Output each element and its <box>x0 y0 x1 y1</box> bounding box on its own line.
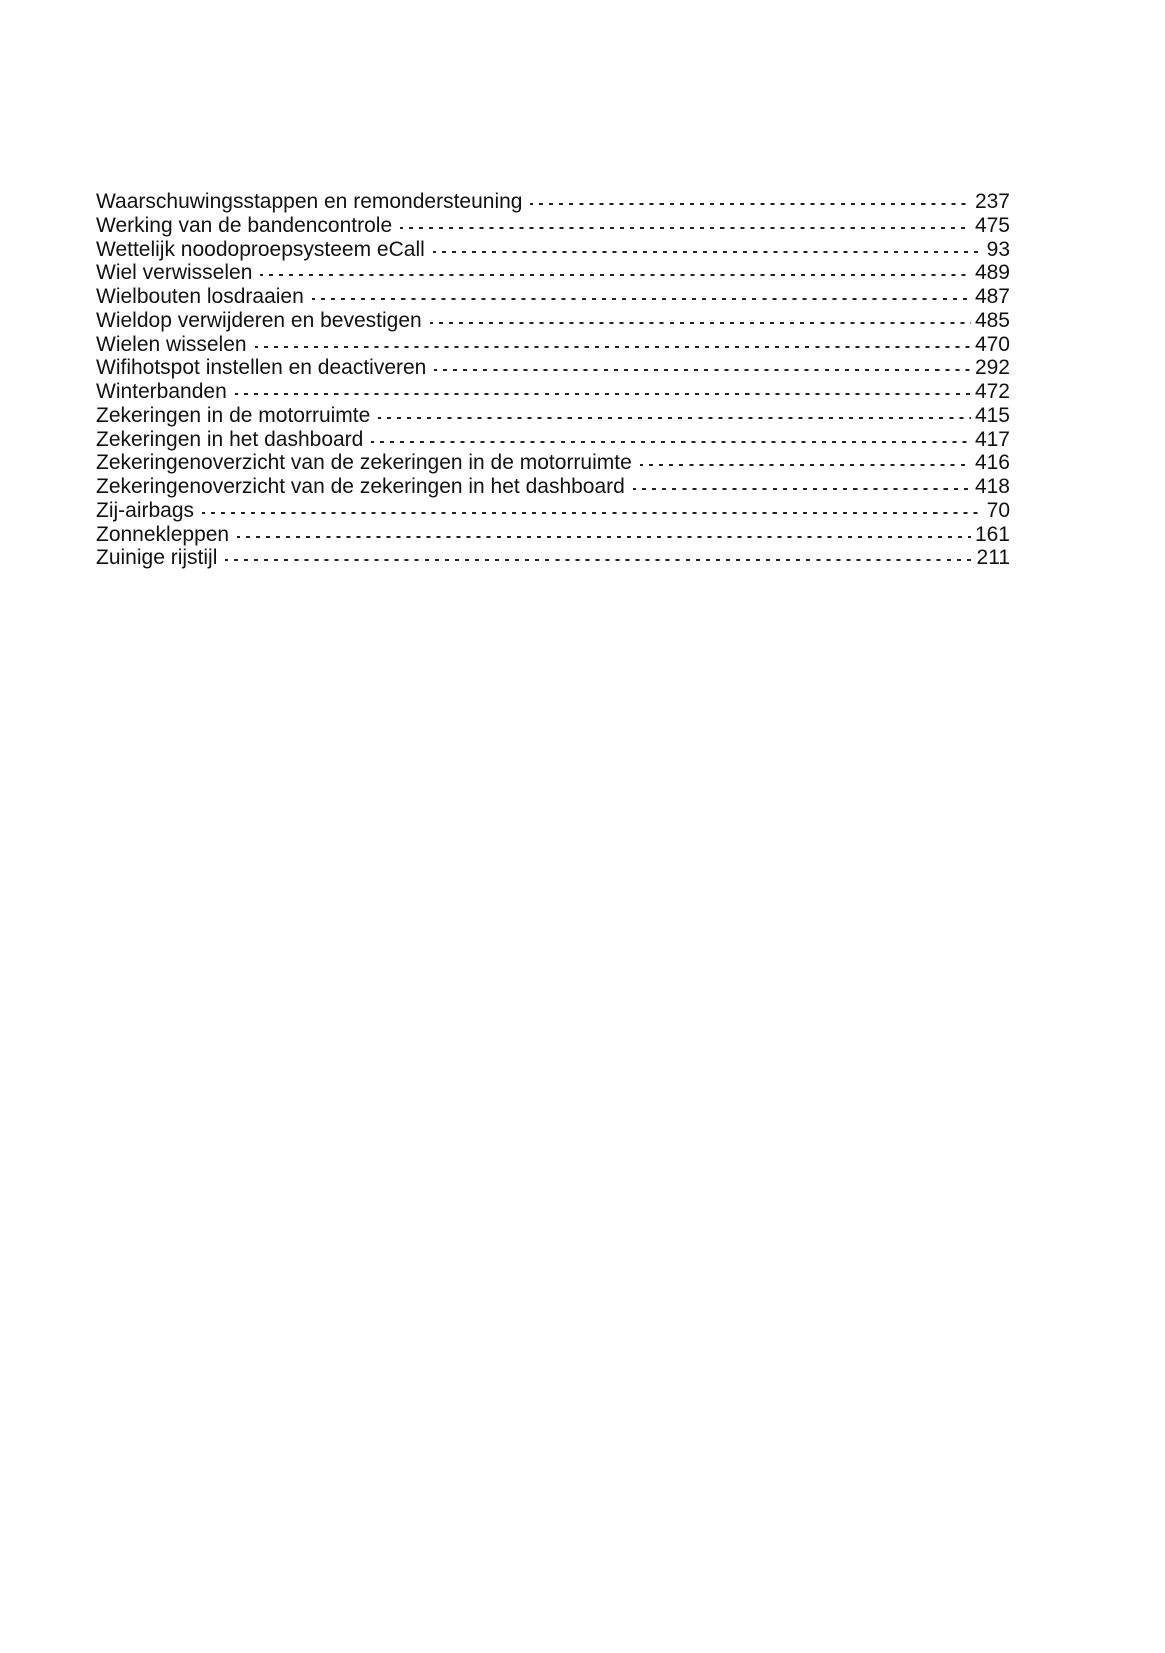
page-number: 417 <box>974 427 1010 451</box>
page-number: 70 <box>986 498 1010 522</box>
dot-leader <box>530 203 971 205</box>
index-term: Zonnekleppen <box>96 522 230 546</box>
dot-leader <box>378 416 971 419</box>
index-term: Wiel verwisselen <box>96 261 253 285</box>
index-term: Wielen wisselen <box>96 332 247 356</box>
dot-leader <box>260 274 971 277</box>
page-number: 292 <box>974 356 1010 380</box>
index-term: Zij-airbags <box>96 498 195 522</box>
page-number: 485 <box>974 308 1010 332</box>
index-term: Wifihotspot instellen en deactiveren <box>96 356 427 380</box>
page-number: 211 <box>976 546 1010 570</box>
index-entry: Werking van de bandencontrole 475 <box>96 214 1010 238</box>
page-number: 161 <box>974 522 1010 546</box>
index-term: Waarschuwingsstappen en remondersteuning <box>96 190 523 213</box>
index-entry: Wielbouten losdraaien 487 <box>96 285 1010 309</box>
page-number: 470 <box>974 332 1010 356</box>
index-entry: Wettelijk noodoproepsysteem eCall 93 <box>96 238 1010 262</box>
dot-leader <box>429 321 971 324</box>
index-entry: Waarschuwingsstappen en remondersteuning… <box>96 190 1010 214</box>
dot-leader <box>254 345 971 348</box>
index-term: Werking van de bandencontrole <box>96 213 393 237</box>
page-number: 475 <box>974 213 1010 237</box>
index-term: Zuinige rijstijl <box>96 546 218 570</box>
index-term: Wettelijk noodoproepsysteem eCall <box>96 237 425 261</box>
index-entry: Wieldop verwijderen en bevestigen 485 <box>96 309 1010 333</box>
index-entry: Zekeringenoverzicht van de zekeringen in… <box>96 451 1010 475</box>
dot-leader <box>400 226 971 229</box>
page-number: 415 <box>974 403 1010 427</box>
index-term: Winterbanden <box>96 380 227 403</box>
dot-leader <box>371 440 971 443</box>
index-term: Wieldop verwijderen en bevestigen <box>96 308 422 332</box>
index-entry: Winterbanden 472 <box>96 380 1010 404</box>
dot-leader <box>632 488 971 490</box>
index-entry: Zonnekleppen 161 <box>96 523 1010 547</box>
page-number: 93 <box>986 237 1010 261</box>
index-entry: Zekeringen in de motorruimte 415 <box>96 404 1010 428</box>
index-entry: Zekeringenoverzicht van de zekeringen in… <box>96 475 1010 499</box>
index-entry: Wiel verwisselen 489 <box>96 261 1010 285</box>
index-term: Zekeringen in het dashboard <box>96 427 364 451</box>
dot-leader <box>434 369 971 372</box>
index-entry: Wifihotspot instellen en deactiveren 292 <box>96 356 1010 380</box>
page-number: 487 <box>974 285 1010 308</box>
page-number: 416 <box>974 451 1010 475</box>
page-number: 472 <box>974 380 1010 403</box>
index-term: Wielbouten losdraaien <box>96 285 304 308</box>
page-number: 237 <box>974 190 1010 213</box>
dot-leader <box>432 250 983 253</box>
index-entry: Zekeringen in het dashboard 417 <box>96 428 1010 452</box>
index-entry: Zij-airbags 70 <box>96 499 1010 523</box>
dot-leader <box>225 559 973 562</box>
dot-leader <box>202 511 983 514</box>
dot-leader <box>234 393 971 395</box>
dot-leader <box>237 535 971 538</box>
page-number: 489 <box>974 261 1010 285</box>
index-entry: Wielen wisselen 470 <box>96 333 1010 357</box>
index-term: Zekeringen in de motorruimte <box>96 403 371 427</box>
index-list: Waarschuwingsstappen en remondersteuning… <box>96 190 1010 570</box>
index-entry: Zuinige rijstijl 211 <box>96 546 1010 570</box>
dot-leader <box>639 464 971 467</box>
dot-leader <box>311 298 971 300</box>
page-number: 418 <box>974 475 1010 498</box>
index-term: Zekeringenoverzicht van de zekeringen in… <box>96 475 625 498</box>
index-term: Zekeringenoverzicht van de zekeringen in… <box>96 451 632 475</box>
